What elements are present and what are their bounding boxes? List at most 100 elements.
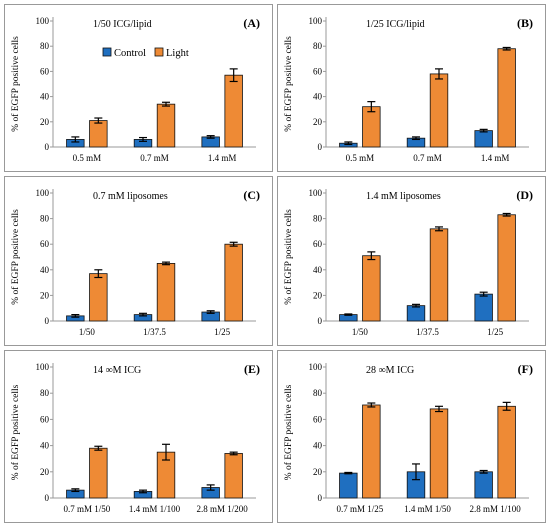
error-bar-a-light-2 (162, 101, 171, 107)
panel-letter-a: (A) (243, 16, 260, 30)
panel-title-c: 0.7 mM liposomes (93, 191, 168, 202)
bar-a-light-1 (89, 120, 108, 148)
error-bar-d-control-1 (344, 313, 353, 316)
error-bar-a-light-3 (229, 68, 238, 83)
legend-label-light: Light (166, 48, 189, 59)
x-tick-label-f: 2.8 mM 1/100 (470, 504, 522, 514)
y-tick-label-b: 40 (313, 92, 323, 102)
y-tick-label-c: 100 (36, 188, 50, 198)
bar-c-light-2 (156, 263, 176, 322)
y-axis-label-e: % of EGFP positive cells (10, 384, 21, 480)
error-bar-e-control-3 (206, 484, 215, 491)
y-tick-label-b: 100 (309, 16, 323, 26)
bar-b-light-2 (429, 73, 449, 148)
error-bar-c-control-3 (206, 310, 215, 314)
x-tick-label-c: 1/25 (214, 327, 231, 337)
bar-b-control-3 (474, 130, 493, 148)
bar-f-light-1 (362, 404, 381, 499)
x-tick-label-f: 0.7 mM 1/25 (336, 504, 383, 514)
error-bar-a-light-1 (94, 117, 103, 124)
y-tick-label-c: 60 (40, 239, 50, 249)
y-tick-label-a: 100 (36, 16, 50, 26)
error-bar-d-light-1 (367, 251, 376, 261)
error-bar-b-control-1 (344, 141, 353, 146)
chart-d: % of EGFP positive cells 0 20 40 60 80 100 1/50… (283, 188, 533, 337)
bar-d-control-3 (474, 293, 493, 322)
y-tick-label-f: 0 (318, 493, 323, 503)
error-bar-b-light-2 (435, 68, 444, 80)
panel-d: % of EGFP positive cells 0 20 40 60 80 100 1/50… (277, 176, 546, 346)
x-tick-label-a: 1.4 mM (208, 153, 237, 163)
y-tick-label-d: 80 (313, 214, 323, 224)
bar-f-control-3 (474, 471, 493, 499)
y-tick-label-c: 0 (45, 316, 50, 326)
x-tick-label-e: 0.7 mM 1/50 (63, 504, 110, 514)
y-tick-label-e: 80 (40, 388, 50, 398)
y-tick-label-b: 0 (318, 142, 323, 152)
panel-title-b: 1/25 ICG/lipid (366, 19, 425, 30)
error-bar-d-light-2 (435, 226, 444, 232)
error-bar-e-light-3 (229, 451, 238, 456)
y-tick-label-a: 0 (45, 142, 50, 152)
y-tick-label-f: 20 (313, 467, 323, 477)
y-tick-label-f: 80 (313, 388, 323, 398)
error-bar-d-control-3 (479, 291, 488, 297)
y-tick-label-c: 20 (40, 290, 50, 300)
y-tick-label-b: 80 (313, 41, 323, 51)
panel-letter-c: (C) (243, 188, 260, 202)
panel-letter-f: (F) (518, 362, 533, 376)
error-bar-e-control-2 (138, 489, 147, 494)
panel-title-d: 1.4 mM liposomes (366, 191, 441, 202)
error-bar-f-light-3 (502, 401, 511, 411)
y-tick-label-d: 20 (313, 290, 323, 300)
panel-letter-d: (D) (516, 188, 533, 202)
y-axis-label-b: % of EGFP positive cells (283, 36, 294, 132)
y-tick-label-c: 40 (40, 265, 50, 275)
y-tick-label-d: 40 (313, 265, 323, 275)
bar-f-control-1 (339, 472, 358, 499)
error-bar-f-light-2 (435, 405, 444, 413)
x-tick-label-a: 0.5 mM (73, 153, 102, 163)
legend-swatch-control (102, 47, 112, 57)
panel-title-e: 14 ∞M ICG (93, 365, 141, 376)
y-tick-label-e: 20 (40, 467, 50, 477)
chart-c: % of EGFP positive cells 0 20 40 60 80 100 1/50… (10, 188, 260, 337)
y-axis-label-c: % of EGFP positive cells (10, 209, 21, 305)
chart-e: % of EGFP positive cells 0 20 40 60 80 100 0.7 … (10, 362, 260, 514)
error-bar-c-control-1 (71, 314, 80, 318)
panel-title-a: 1/50 ICG/lipid (93, 19, 152, 30)
y-tick-label-e: 100 (36, 362, 50, 372)
bar-c-light-3 (224, 243, 243, 322)
error-bar-b-light-1 (367, 101, 376, 113)
x-tick-label-d: 1/50 (352, 327, 369, 337)
x-tick-label-b: 0.7 mM (413, 153, 442, 163)
panel-f: % of EGFP positive cells 0 20 40 60 80 100 0.7 … (277, 350, 546, 523)
bar-d-light-1 (362, 255, 381, 322)
y-tick-label-e: 0 (45, 493, 50, 503)
y-tick-label-f: 60 (313, 414, 323, 424)
bar-d-light-2 (429, 228, 449, 322)
error-bar-c-light-3 (229, 241, 238, 247)
bar-e-light-1 (89, 447, 108, 499)
bar-c-light-1 (89, 273, 108, 322)
error-bar-b-control-2 (411, 136, 420, 141)
y-tick-label-f: 100 (309, 362, 323, 372)
y-tick-label-b: 20 (313, 117, 323, 127)
panel-letter-e: (E) (244, 362, 260, 376)
panel-title-f: 28 ∞M ICG (366, 365, 414, 376)
y-tick-label-f: 40 (313, 441, 323, 451)
y-tick-label-d: 100 (309, 188, 323, 198)
panel-c: % of EGFP positive cells 0 20 40 60 80 100 1/50… (4, 176, 273, 346)
chart-f: % of EGFP positive cells 0 20 40 60 80 100 0.7 … (283, 362, 533, 514)
bar-e-light-3 (224, 453, 243, 499)
y-tick-label-a: 80 (40, 41, 50, 51)
x-tick-label-b: 0.5 mM (346, 153, 375, 163)
error-bar-f-control-3 (479, 469, 488, 474)
error-bar-e-light-1 (94, 445, 103, 451)
bar-b-light-1 (362, 106, 381, 148)
chart-b: % of EGFP positive cells 0 20 40 60 80 100 0.5 … (283, 16, 533, 163)
chart-a: % of EGFP positive cells 0 20 40 60 80 100 0.5 … (10, 16, 260, 163)
bar-f-light-2 (429, 408, 449, 499)
legend-label-control: Control (114, 48, 146, 59)
x-tick-label-e: 1.4 mM 1/100 (129, 504, 181, 514)
